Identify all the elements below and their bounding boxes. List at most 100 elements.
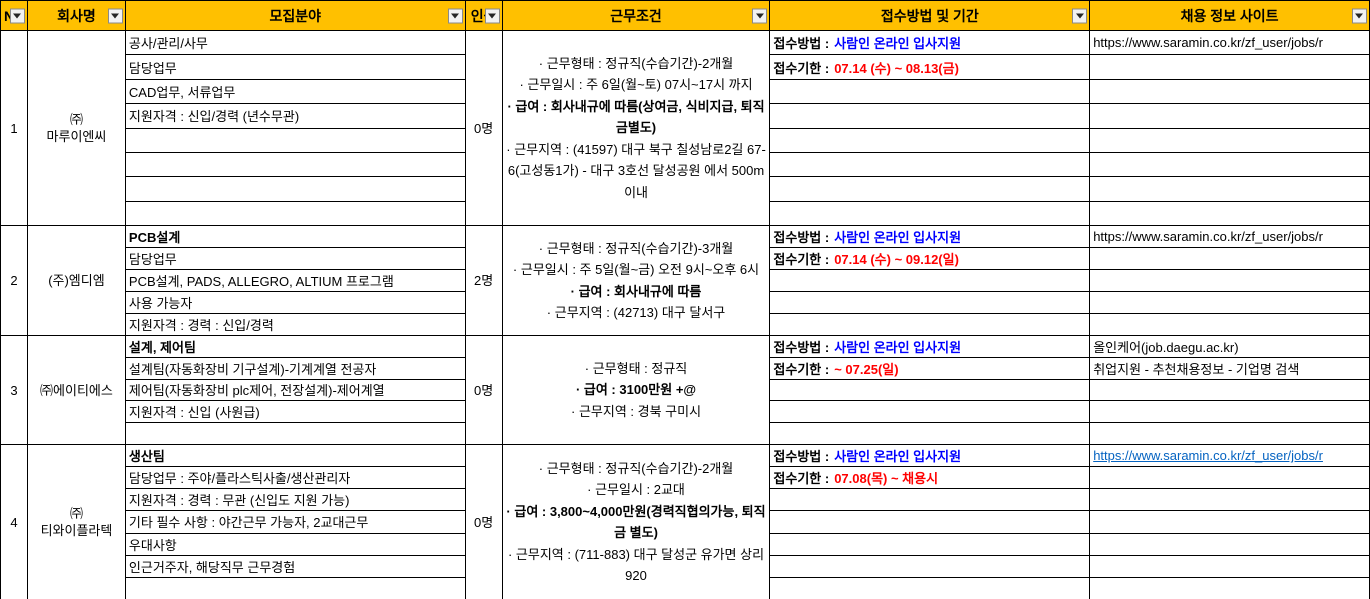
field-subrow: 담당업무 (125, 55, 465, 80)
field-subrow: 담당업무 : 주야/플라스틱사출/생산관리자 (125, 467, 465, 490)
cell-site-info: https://www.saramin.co.kr/zf_user/jobs/r (1090, 445, 1370, 599)
apply-empty-row (770, 292, 1090, 314)
apply-method-row: 접수방법 : 사람인 온라인 입사지원 (770, 336, 1090, 358)
field-text: 우대사항 (128, 537, 177, 553)
field-subrow: 기타 필수 사항 : 야간근무 가능자, 2교대근무 (125, 511, 465, 534)
column-header-headcount: 인원 (465, 1, 503, 30)
header-row: N 회사명 모집분야 인원 근무조건 접수방법 및 기간 채용 정보 사이트 (1, 1, 1370, 31)
apply-method-row: 접수방법 : 사람인 온라인 입사지원 (770, 445, 1090, 468)
cell-work-conditions: · 근무형태 : 정규직(수습기간)-2개월 · 근무일시 : 2교대 · 급여 :… (503, 445, 771, 599)
chevron-down-icon (1075, 13, 1084, 18)
column-header-company: 회사명 (27, 1, 126, 30)
filter-button-no[interactable] (9, 8, 25, 23)
cell-recruit-fields: PCB설계 담당업무 PCB설계, PADS, ALLEGRO, ALTIUM 프로… (125, 226, 466, 335)
field-text: 지원자격 : 경력 : 무관 (신입도 지원 가능) (128, 493, 350, 509)
site-text: 올인케어(job.daegu.ac.kr) (1093, 339, 1239, 355)
chevron-down-icon (755, 13, 764, 18)
cell-work-conditions: · 근무형태 : 정규직 · 급여 : 3100만원 +@ · 근무지역 : 경북 … (503, 336, 771, 444)
apply-empty-row (770, 129, 1090, 153)
cell-no: 1 (1, 31, 28, 225)
cell-no: 2 (1, 226, 28, 335)
site-subrow (1090, 202, 1369, 225)
apply-empty-row (770, 177, 1090, 202)
apply-deadline-row: 접수기한 :07.14 (수) ~ 08.13(금) (770, 55, 1090, 80)
company-name-line: (주)엠디엠 (48, 273, 105, 288)
site-subrow (1090, 104, 1369, 129)
apply-method-label: 접수방법 : (773, 36, 830, 52)
field-text: PCB설계, PADS, ALLEGRO, ALTIUM 프로그램 (128, 274, 394, 289)
field-subrow: 사용 가능자 (125, 292, 465, 314)
field-text: 생산팀 (128, 449, 165, 465)
company-name-line: 마루이엔씨 (46, 129, 107, 144)
apply-empty-row (770, 202, 1089, 225)
column-header-label: 채용 정보 사이트 (1180, 7, 1279, 24)
work-conditions-text: · 근무형태 : 정규직(수습기간)-3개월 · 근무일시 : 주 5일(월~금)… (503, 226, 770, 335)
filter-button-recruit-field[interactable] (447, 8, 463, 23)
apply-empty-row (770, 489, 1090, 512)
condition-line: · 급여 : 회사내규에 따름 (570, 283, 702, 299)
apply-deadline-row: 접수기한 :07.08(목) ~ 채용시 (770, 467, 1090, 490)
field-subrow: CAD업무, 서류업무 (125, 80, 465, 105)
field-text: CAD업무, 서류업무 (128, 84, 236, 100)
condition-line: · 근무지역 : (41597) 대구 북구 칠성남로2길 67-6(고성동1가… (506, 141, 766, 200)
site-subrow (1090, 534, 1369, 556)
cell-apply-info: 접수방법 : 사람인 온라인 입사지원 접수기한 :07.08(목) ~ 채용시 (770, 445, 1091, 599)
site-subrow (1090, 177, 1369, 202)
filter-button-company[interactable] (107, 8, 123, 23)
headcount-value: 2명 (474, 273, 494, 288)
apply-empty-row (770, 578, 1089, 599)
company-name-line: ㈜ (69, 112, 83, 127)
apply-empty-row (770, 534, 1090, 556)
apply-deadline-value: ~ 07.25(일) (834, 361, 899, 377)
site-subrow (1090, 489, 1369, 512)
apply-deadline-row: 접수기한 : ~ 07.25(일) (770, 358, 1090, 380)
filter-button-headcount[interactable] (484, 8, 500, 23)
apply-method-label: 접수방법 : (773, 449, 830, 465)
apply-deadline-label: 접수기한 : (773, 60, 830, 76)
site-subrow (1090, 380, 1369, 402)
column-header-apply-method-period: 접수방법 및 기간 (770, 1, 1091, 30)
field-subrow (125, 153, 465, 178)
field-text: 지원자격 : 경력 : 신입/경력 (128, 318, 274, 333)
apply-empty-row (770, 270, 1090, 292)
apply-empty-row (770, 556, 1090, 578)
apply-method-value: 사람인 온라인 입사지원 (834, 230, 962, 245)
work-conditions-text: · 근무형태 : 정규직 · 급여 : 3100만원 +@ · 근무지역 : 경북 … (503, 336, 770, 444)
job-site-link[interactable]: https://www.saramin.co.kr/zf_user/jobs/r (1093, 448, 1323, 464)
apply-method-row: 접수방법 : 사람인 온라인 입사지원 (770, 226, 1090, 248)
site-subrow (1090, 511, 1369, 534)
field-subrow: 지원자격 : 경력 : 무관 (신입도 지원 가능) (125, 489, 465, 512)
headcount-value: 0명 (474, 120, 494, 136)
cell-recruit-fields: 설계, 제어팀 설계팀(자동화장비 기구설계)-기계계열 전공자 제어팀(자동화장비… (125, 336, 466, 444)
cell-company: ㈜에이티에스 (28, 336, 126, 444)
filter-button-work-conditions[interactable] (752, 8, 768, 23)
condition-line: · 급여 : 3,800~4,000만원(경력직협의가능, 퇴직금 별도) (506, 503, 766, 541)
company-name-line: ㈜에이티에스 (40, 382, 113, 398)
chevron-down-icon (111, 13, 120, 18)
condition-line: · 근무형태 : 정규직(수습기간)-2개월 (538, 460, 734, 476)
headcount-value: 0명 (474, 514, 494, 530)
work-conditions-text: · 근무형태 : 정규직(수습기간)-2개월 · 근무일시 : 주 6일(월~토)… (503, 31, 770, 225)
chevron-down-icon (488, 13, 497, 18)
condition-line: · 급여 : 3100만원 +@ (575, 382, 697, 398)
field-subrow: 제어팀(자동화장비 plc제어, 전장설계)-제어계열 (125, 380, 465, 402)
cell-headcount: 0명 (466, 336, 503, 444)
cell-work-conditions: · 근무형태 : 정규직(수습기간)-3개월 · 근무일시 : 주 5일(월~금)… (503, 226, 771, 335)
apply-deadline-value: 07.14 (수) ~ 09.12(일) (834, 252, 959, 267)
field-text: 설계팀(자동화장비 기구설계)-기계계열 전공자 (128, 361, 377, 377)
filter-button-apply-method-period[interactable] (1072, 8, 1088, 23)
column-header-work-conditions: 근무조건 (502, 1, 771, 30)
condition-line: · 급여 : 회사내규에 따름(상여금, 식비지급, 퇴직금별도) (507, 98, 765, 136)
filter-button-job-info-site[interactable] (1351, 8, 1367, 23)
apply-empty-row (770, 380, 1090, 402)
field-subrow (126, 202, 465, 225)
cell-site-info: 올인케어(job.daegu.ac.kr) 취업지원 - 추천채용정보 - 기업명… (1090, 336, 1370, 444)
field-subrow: PCB설계 (125, 226, 465, 248)
site-subrow (1090, 314, 1369, 335)
apply-deadline-label: 접수기한 : (773, 471, 830, 487)
site-subrow (1090, 578, 1369, 599)
site-subrow (1090, 153, 1369, 178)
row-number: 1 (10, 120, 18, 136)
apply-method-row: 접수방법 : 사람인 온라인 입사지원 (770, 31, 1090, 56)
